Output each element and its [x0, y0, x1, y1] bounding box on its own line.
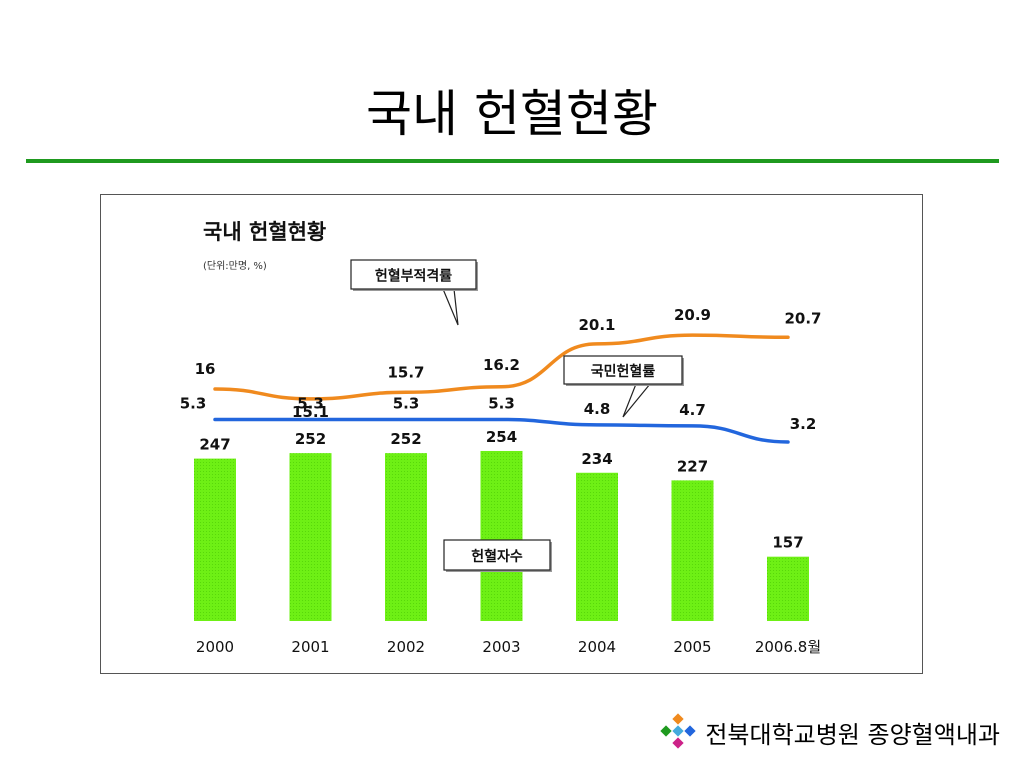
x-tick-label: 2002 — [387, 638, 425, 656]
x-tick-label: 2001 — [291, 638, 329, 656]
bar-value-label: 252 — [295, 430, 326, 448]
callout-donor-count-text: 헌혈자수 — [471, 548, 523, 565]
callout-donation-rate-pointer — [622, 383, 651, 418]
chart-frame: 국내 헌혈현황 (단위:만명, %) 247 2000 252 2001 252 2002… — [100, 194, 923, 674]
x-tick-label: 2006.8월 — [755, 638, 821, 656]
page-title: 국내 헌혈현황 — [366, 85, 658, 143]
bar — [289, 453, 332, 621]
title-divider — [26, 159, 999, 163]
line-value-label: 16 — [195, 360, 216, 378]
labels-layer: 247 2000 252 2001 252 2002 254 2003 234 2004 227 20… — [180, 306, 822, 656]
chart-subtitle: (단위:만명, %) — [203, 259, 267, 272]
line-series-rejection-rate — [213, 333, 790, 401]
x-tick-label: 2005 — [673, 638, 711, 656]
line-value-label: 5.3 — [297, 395, 324, 413]
line-value-label: 20.1 — [578, 316, 615, 334]
callout-donor-count-box — [443, 539, 551, 571]
bar — [480, 450, 523, 621]
callout-rejection-rate-text: 헌혈부적격률 — [375, 268, 452, 285]
callout-rejection-rate-pointer — [442, 288, 459, 326]
line-value-label: 20.9 — [674, 306, 711, 324]
line-series-donation-rate — [213, 417, 790, 444]
line-value-label: 4.7 — [679, 401, 706, 419]
line-value-label: 20.7 — [784, 309, 821, 327]
bar — [194, 458, 236, 621]
chart-title: 국내 헌혈현황 — [203, 220, 326, 244]
x-tick-label: 2003 — [482, 638, 520, 656]
line-value-label: 3.2 — [790, 415, 817, 433]
line-value-label: 15.1 — [292, 403, 329, 421]
bar-value-label: 247 — [199, 436, 230, 454]
callout-donation-rate-text: 국민헌혈률 — [591, 363, 656, 380]
line-value-label: 5.3 — [488, 395, 515, 413]
line-value-label: 5.3 — [180, 395, 207, 413]
hospital-logo-icon — [660, 713, 696, 749]
x-tick-label: 2000 — [196, 638, 234, 656]
bar — [385, 453, 427, 621]
bar-value-label: 254 — [486, 428, 517, 446]
line-value-label: 5.3 — [393, 395, 420, 413]
lines-layer — [213, 333, 790, 444]
line-value-label: 15.7 — [387, 363, 424, 381]
x-tick-label: 2004 — [578, 638, 616, 656]
footer: 전북대학교병원 종양혈액내과 — [659, 712, 1000, 752]
bar — [576, 472, 618, 621]
bar-value-label: 157 — [772, 534, 803, 552]
footer-org-name: 전북대학교병원 종양혈액내과 — [705, 720, 1000, 749]
blood-donation-chart: 국내 헌혈현황 (단위:만명, %) 247 2000 252 2001 252 2002… — [180, 220, 822, 656]
bar-value-label: 252 — [390, 430, 421, 448]
bar — [671, 480, 714, 621]
bar-value-label: 227 — [677, 457, 708, 475]
bar-value-label: 234 — [581, 450, 612, 468]
bar — [767, 556, 809, 621]
line-value-label: 4.8 — [584, 400, 611, 418]
line-value-label: 16.2 — [483, 356, 520, 374]
callout-donation-rate-box — [563, 355, 683, 385]
bars-layer — [194, 450, 809, 621]
callout-rejection-rate-box — [350, 259, 477, 290]
